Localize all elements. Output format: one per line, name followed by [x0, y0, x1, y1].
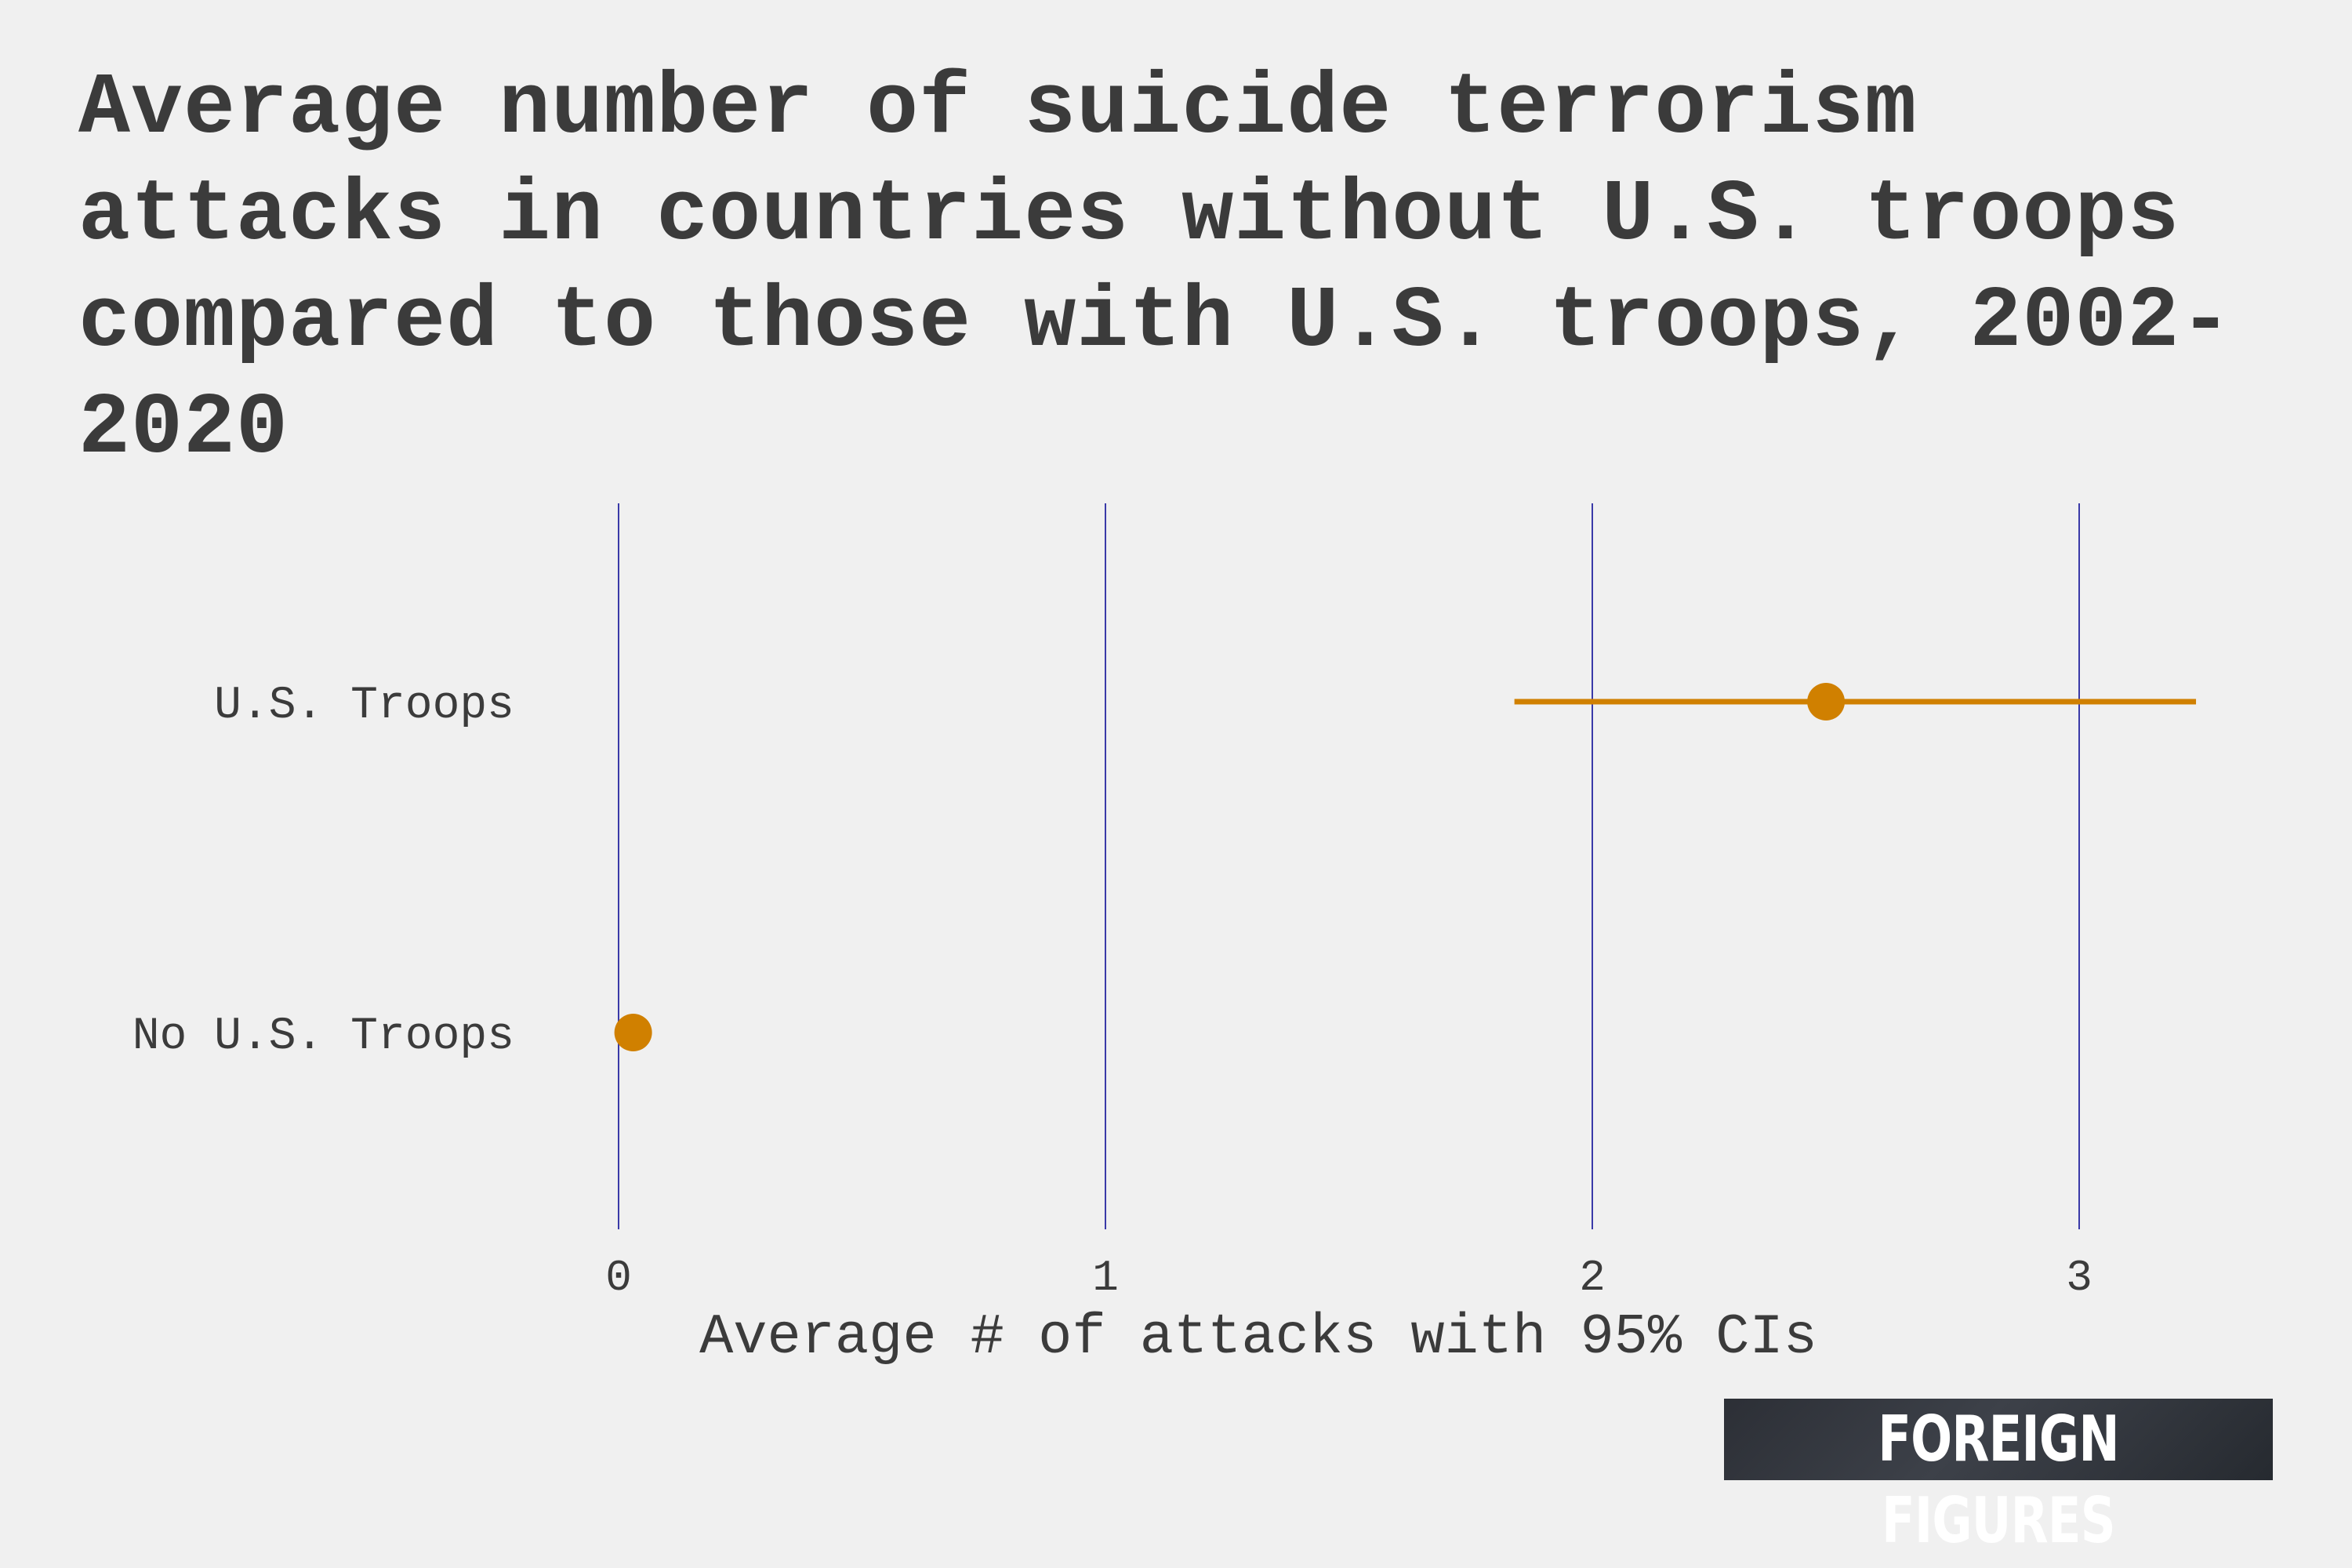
brand-logo-text: FOREIGN FIGURES [1878, 1403, 2119, 1557]
y-category-label: U.S. Troops [214, 681, 514, 731]
data-point [1807, 683, 1846, 720]
x-tick-label: 0 [605, 1253, 632, 1303]
brand-logo: FOREIGN FIGURES [1724, 1399, 2273, 1557]
x-tick-label: 2 [1579, 1253, 1606, 1303]
x-axis-label: Average # of attacks with 95% CIs [699, 1305, 1817, 1370]
x-tick-label: 3 [2066, 1253, 2092, 1303]
data-point [614, 1014, 652, 1051]
x-tick-label: 1 [1092, 1253, 1119, 1303]
y-category-label: No U.S. Troops [132, 1011, 514, 1062]
chart-title: Average number of suicide terrorism atta… [78, 60, 2233, 478]
